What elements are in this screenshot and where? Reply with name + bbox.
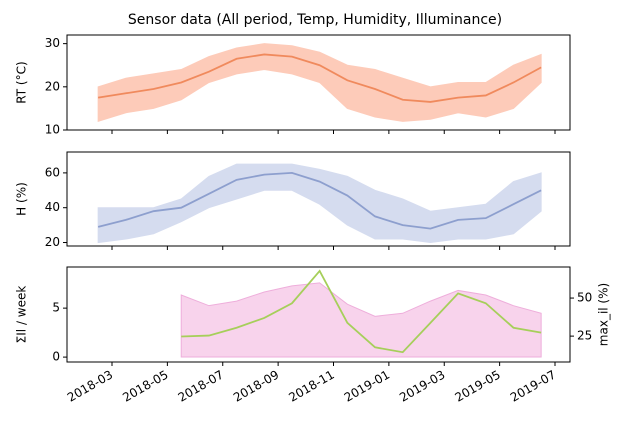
y-tick-label: 10 — [45, 123, 60, 137]
area — [180, 282, 542, 358]
x-tick-label: 2018-11 — [286, 368, 336, 405]
line — [181, 269, 542, 354]
x-tick-label: 2018-09 — [231, 368, 281, 405]
axes-frame — [66, 34, 571, 131]
y-axis-label: H (%) — [15, 182, 29, 216]
y-tick-label: 30 — [45, 36, 60, 50]
x-tick-label: 2019-01 — [342, 368, 392, 405]
y2-axis-label: max_il (%) — [597, 283, 611, 346]
x-tick-label: 2019-07 — [508, 368, 558, 405]
axes-frame — [66, 266, 571, 363]
y2-tick-label: 25 — [577, 329, 592, 343]
y-tick-label: 60 — [45, 165, 60, 179]
line — [97, 171, 542, 230]
y-tick-label: 20 — [45, 79, 60, 93]
y-tick-label: 5 — [52, 301, 60, 315]
line — [98, 53, 542, 103]
y-tick-label: 0 — [52, 350, 60, 364]
y-axis-label: RT (°C) — [15, 61, 29, 103]
y-tick-label: 40 — [45, 200, 60, 214]
band — [97, 43, 542, 123]
y-axis-label: ΣIl / week — [15, 286, 29, 344]
chart-title: Sensor data (All period, Temp, Humidity,… — [128, 12, 502, 28]
x-tick-label: 2018-05 — [120, 368, 170, 405]
x-tick-label: 2019-03 — [397, 368, 447, 405]
y-tick-label: 20 — [45, 235, 60, 249]
x-tick-label: 2018-03 — [65, 368, 115, 405]
band — [97, 163, 542, 244]
x-tick-label: 2018-07 — [176, 368, 226, 405]
x-tick-label: 2019-05 — [452, 368, 502, 405]
axes-frame — [66, 151, 571, 247]
y2-tick-label: 50 — [577, 291, 592, 305]
